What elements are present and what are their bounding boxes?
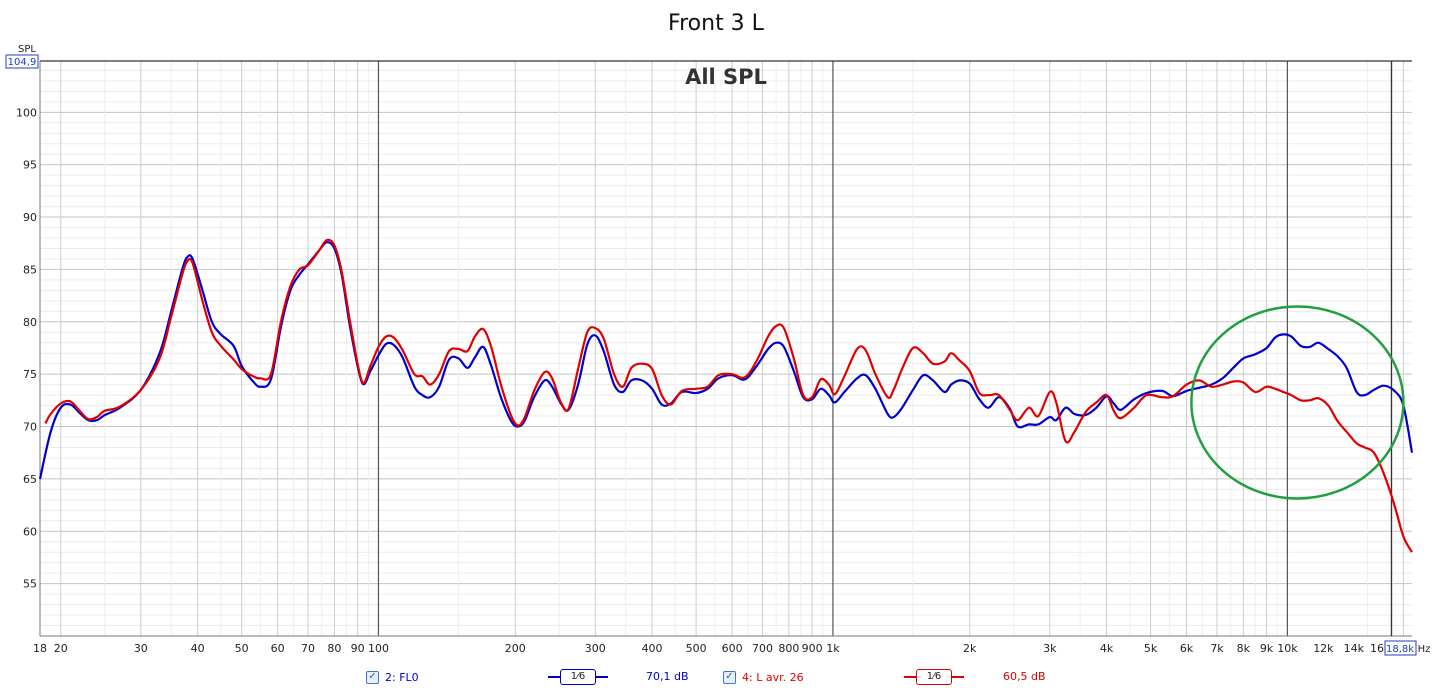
y-tick-label: 85 [23, 263, 37, 276]
x-tick-label: 12k [1313, 642, 1334, 655]
chart-subtitle: All SPL [685, 65, 767, 89]
level-readout-series-1: 70,1 dB [646, 670, 689, 683]
checkbox-icon[interactable]: ✓ [723, 670, 736, 684]
plot-area [40, 61, 1412, 636]
y-max-label: 104,9 [8, 57, 37, 68]
x-tick-label: 600 [722, 642, 743, 655]
y-tick-label: 65 [23, 473, 37, 486]
x-tick-label: 8k [1237, 642, 1251, 655]
x-tick-label: 14k [1344, 642, 1365, 655]
x-tick-label: 50 [235, 642, 249, 655]
smoothing-control-series-2[interactable]: 1⁄6 [904, 668, 964, 686]
grid-layer [39, 60, 1412, 637]
highlight-ellipse [1190, 305, 1405, 500]
y-tick-label: 75 [23, 368, 37, 381]
x-tick-label: 300 [585, 642, 606, 655]
y-tick-label: 55 [23, 578, 37, 591]
x-tick-label: 7k [1210, 642, 1224, 655]
y-tick-label: 100 [16, 106, 37, 119]
x-tick-label: 60 [271, 642, 285, 655]
y-tick-label: 90 [23, 211, 37, 224]
series-line-1 [38, 241, 1414, 480]
y-tick-label: 60 [23, 525, 37, 538]
x-tick-label: 4k [1100, 642, 1114, 655]
x-max-box [1384, 640, 1417, 656]
x-tick-label: 90 [351, 642, 365, 655]
x-axis-unit: Hz [1418, 644, 1431, 655]
smoothing-value-series-2[interactable]: 1⁄6 [916, 669, 952, 685]
y-axis-label: SPL [18, 44, 36, 55]
level-readout-series-2: 60,5 dB [1003, 670, 1046, 683]
smoothing-control-series-1[interactable]: 1⁄6 [548, 668, 608, 686]
x-tick-label: 9k [1260, 642, 1274, 655]
x-tick-label: 5k [1144, 642, 1158, 655]
x-tick-label: 18 [33, 642, 47, 655]
y-max-box [5, 54, 39, 69]
y-tick-label: 95 [23, 159, 37, 172]
legend-item-series-2[interactable]: ✓ 4: L avr. 26 [723, 669, 804, 685]
y-tick-label: 80 [23, 316, 37, 329]
x-tick-label: 1k [826, 642, 840, 655]
series-line-2 [44, 238, 1413, 553]
tick-labels: 55 60 65 70 75 80 85 90 95 100 104,9 18 20 30 40 50 60 70… [5, 54, 1431, 656]
x-tick-label: 70 [301, 642, 315, 655]
chart-title: Front 3 L [668, 11, 765, 36]
checkbox-icon[interactable]: ✓ [366, 670, 379, 684]
x-max-label: 18,8k [1386, 644, 1414, 655]
x-tick-label: 20 [54, 642, 68, 655]
x-tick-label: 80 [327, 642, 341, 655]
legend-item-series-1[interactable]: ✓ 2: FL0 [366, 669, 419, 685]
x-tick-label: 2k [963, 642, 977, 655]
smoothing-value-series-1[interactable]: 1⁄6 [560, 669, 596, 685]
x-tick-label: 10k [1277, 642, 1298, 655]
legend-label-series-2: 4: L avr. 26 [742, 670, 804, 684]
x-tick-label: 500 [686, 642, 707, 655]
x-tick-label: 6k [1180, 642, 1194, 655]
annotation-layer [1190, 305, 1405, 500]
series-layer [38, 238, 1414, 553]
x-tick-label: 200 [505, 642, 526, 655]
x-tick-label: 400 [642, 642, 663, 655]
x-tick-label: 900 [802, 642, 823, 655]
x-tick-label: 40 [191, 642, 205, 655]
legend-label-series-1: 2: FL0 [385, 670, 419, 684]
x-tick-label: 800 [778, 642, 799, 655]
x-tick-label: 3k [1043, 642, 1057, 655]
x-tick-label: 100 [368, 642, 389, 655]
x-tick-label: 700 [752, 642, 773, 655]
y-tick-label: 70 [23, 421, 37, 434]
x-tick-label: 30 [134, 642, 148, 655]
